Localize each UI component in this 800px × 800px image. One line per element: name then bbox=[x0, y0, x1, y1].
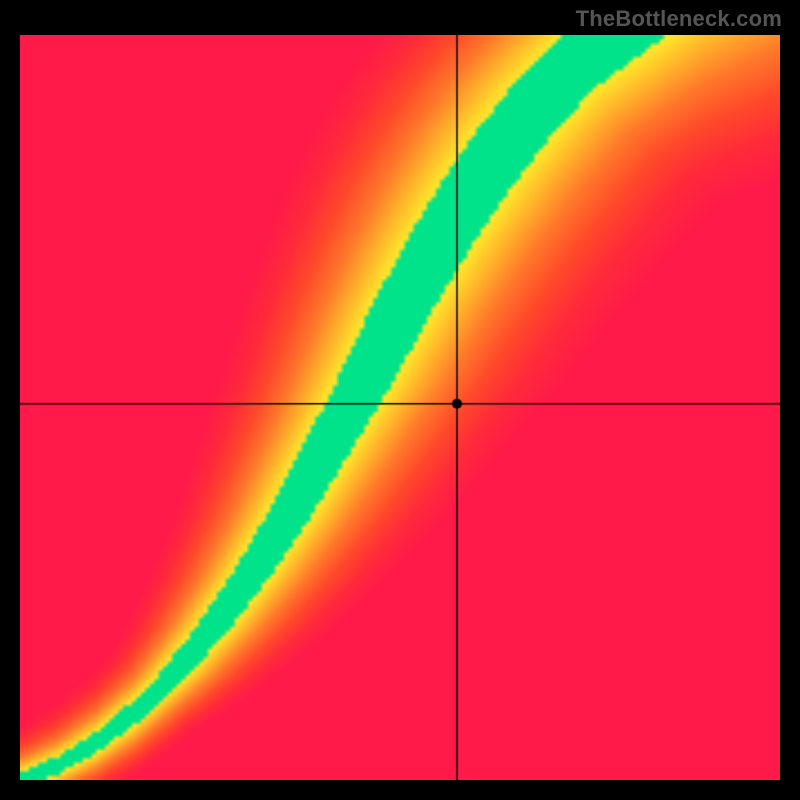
crosshair-overlay bbox=[20, 35, 780, 780]
chart-container: { "watermark": { "text": "TheBottleneck.… bbox=[0, 0, 800, 800]
watermark-text: TheBottleneck.com bbox=[576, 6, 782, 32]
